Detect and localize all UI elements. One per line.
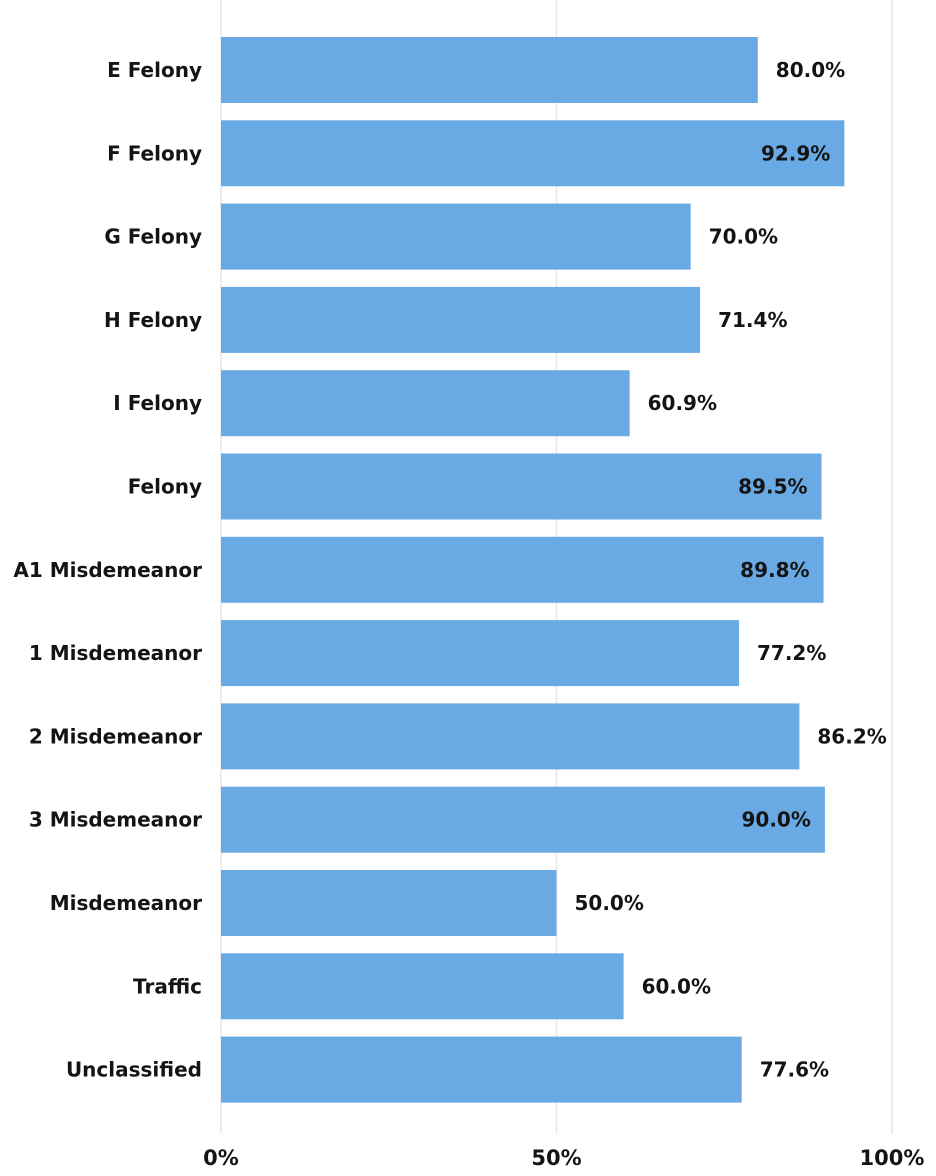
bar-4	[221, 286, 701, 353]
data-label: 77.6%	[760, 1058, 829, 1082]
data-label: 89.5%	[738, 475, 807, 499]
data-label: 70.0%	[709, 225, 778, 249]
data-label: 50.0%	[575, 891, 644, 915]
data-label: 60.9%	[648, 391, 717, 415]
bar-9	[221, 703, 800, 770]
data-label: 89.8%	[740, 558, 809, 582]
category-label: 2 Misdemeanor	[29, 724, 202, 748]
bar-12	[221, 953, 624, 1020]
category-label: F Felony	[107, 141, 202, 165]
data-label: 60.0%	[642, 974, 711, 998]
category-labels: E Felony F Felony G Felony H Felony I Felony…	[13, 58, 202, 1082]
category-label: Unclassified	[66, 1058, 202, 1082]
bar-1	[221, 37, 758, 103]
category-label: E Felony	[107, 58, 202, 82]
x-tick-label: 0%	[203, 1146, 239, 1170]
bar-8	[221, 620, 740, 687]
category-label: 3 Misdemeanor	[29, 808, 202, 832]
bar-5	[221, 370, 630, 437]
data-label: 77.2%	[757, 641, 826, 665]
data-label: 86.2%	[817, 724, 886, 748]
data-label: 90.0%	[742, 808, 811, 832]
x-tick-label: 50%	[531, 1146, 581, 1170]
category-label: Traffic	[133, 974, 202, 998]
data-labels: 80.0% 92.9% 70.0% 71.4% 60.9% 89.5% 89.8% 77.2%…	[575, 58, 887, 1082]
category-label: H Felony	[104, 308, 202, 332]
bar-10	[221, 786, 825, 853]
data-label: 80.0%	[776, 58, 845, 82]
category-label: Felony	[128, 475, 202, 499]
x-tick-label: 100%	[860, 1146, 925, 1170]
bar-3	[221, 203, 691, 270]
bar-13	[221, 1036, 742, 1103]
bar-2	[221, 120, 845, 187]
category-label: G Felony	[104, 225, 202, 249]
bar-11	[221, 870, 557, 936]
data-label: 92.9%	[761, 141, 830, 165]
bars	[221, 37, 845, 1103]
category-label: I Felony	[113, 391, 202, 415]
category-label: Misdemeanor	[50, 891, 202, 915]
x-axis-ticks: 0% 50% 100%	[203, 1146, 924, 1170]
category-label: A1 Misdemeanor	[13, 558, 202, 582]
bar-7	[221, 536, 824, 603]
data-label: 71.4%	[718, 308, 787, 332]
category-label: 1 Misdemeanor	[29, 641, 202, 665]
bar-6	[221, 453, 822, 520]
